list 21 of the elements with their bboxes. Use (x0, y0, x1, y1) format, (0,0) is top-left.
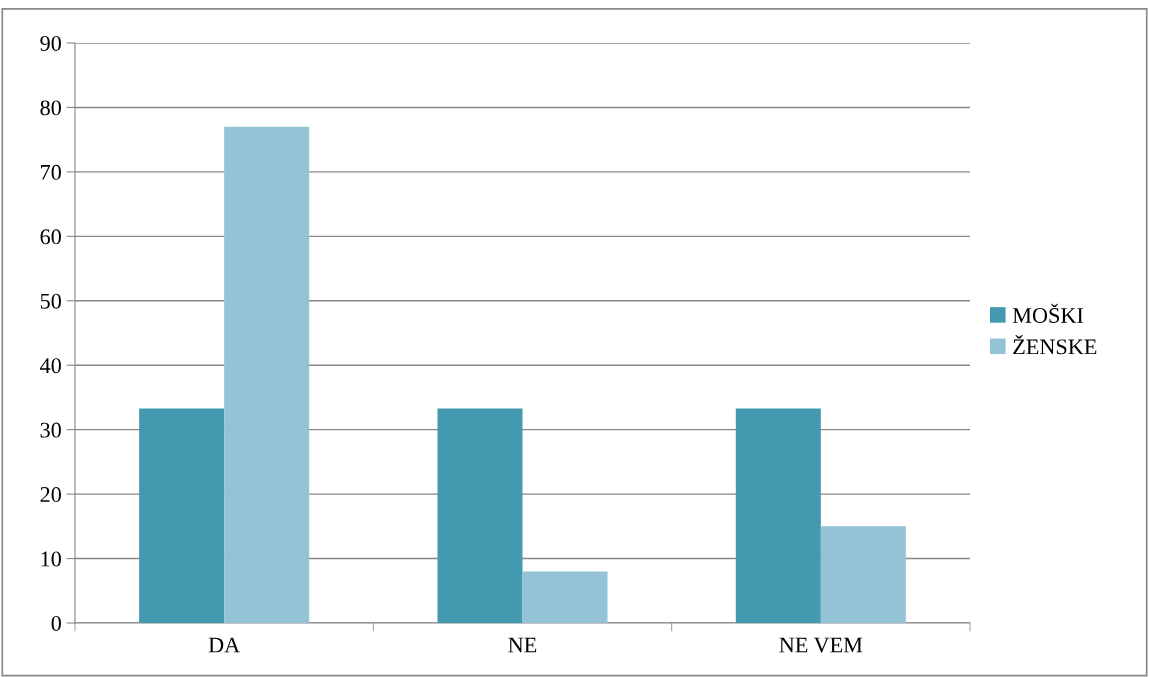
bar (522, 571, 608, 623)
x-tick-label: DA (208, 637, 241, 653)
x-tick-label: NE VEM (779, 637, 863, 653)
y-tick-label: 10 (41, 551, 61, 567)
y-tick-label: 40 (40, 358, 61, 374)
y-tick-label: 70 (41, 164, 61, 180)
bar (224, 126, 310, 623)
legend-label: MOŠKI (1012, 303, 1084, 323)
bar (735, 408, 821, 623)
y-tick-label: 30 (40, 422, 61, 438)
y-tick-label: 60 (40, 229, 61, 245)
y-tick-label: 50 (40, 293, 61, 309)
y-tick-label: 0 (51, 615, 61, 631)
y-tick-label: 90 (40, 35, 61, 51)
bar (139, 408, 225, 623)
bar (820, 526, 906, 623)
bar (437, 408, 523, 623)
y-tick-label: 20 (40, 487, 61, 503)
legend-label: ŽENSKE (1013, 335, 1097, 355)
y-tick-label: 80 (40, 100, 61, 116)
x-tick-label: NE (508, 637, 537, 653)
